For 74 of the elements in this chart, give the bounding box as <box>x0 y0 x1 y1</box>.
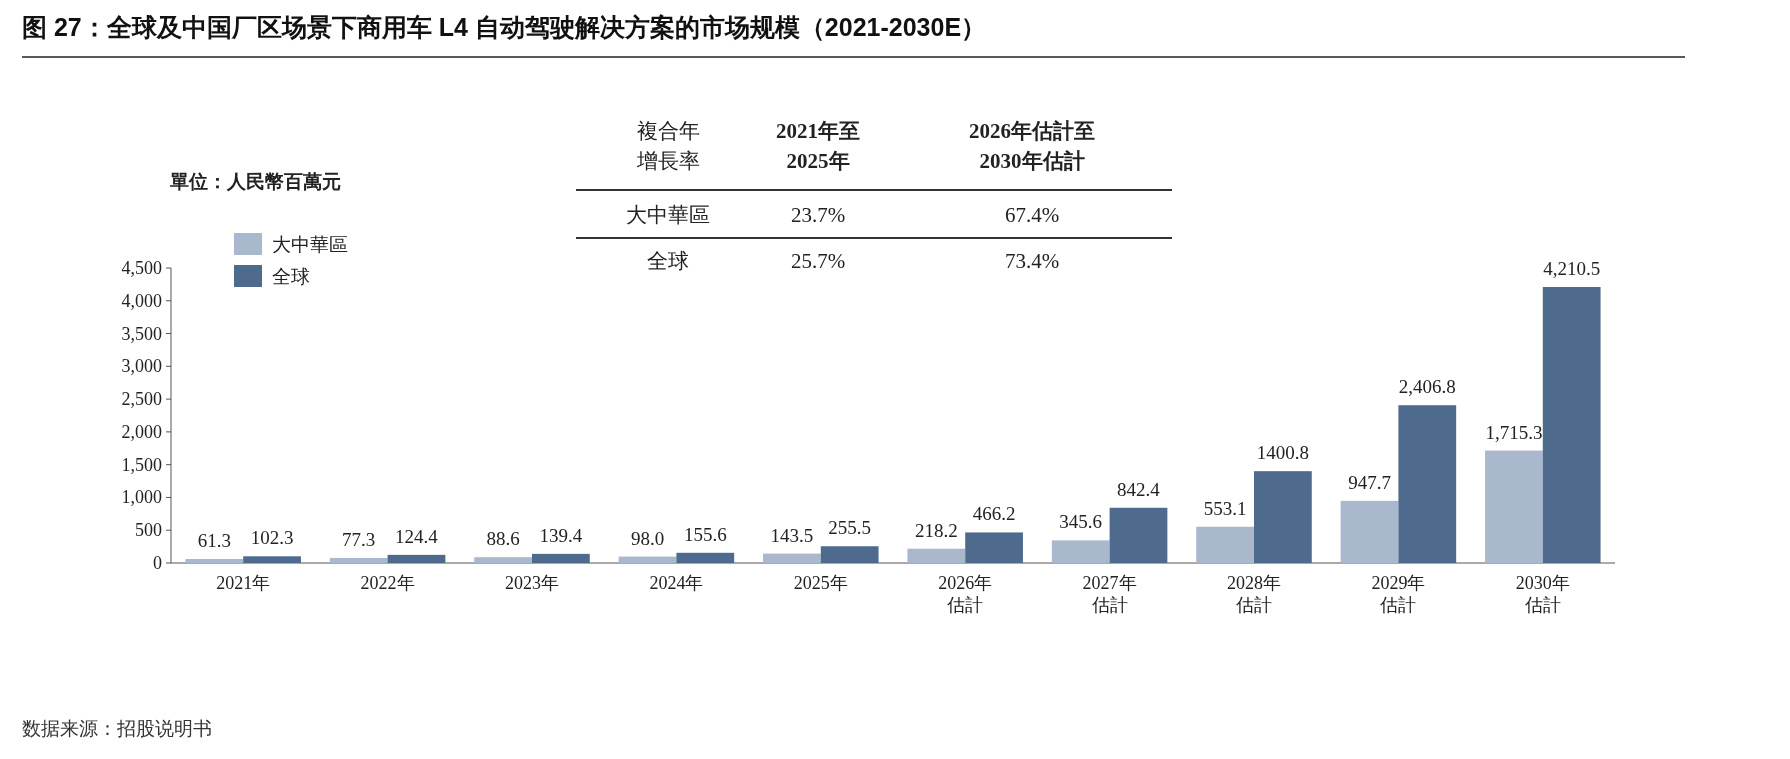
bar <box>763 553 821 563</box>
y-tick-label: 1,500 <box>121 454 162 475</box>
y-tick-label: 4,500 <box>121 258 162 278</box>
bar <box>676 552 735 563</box>
bar <box>618 556 677 563</box>
data-label: 842.4 <box>1117 478 1161 500</box>
y-tick-label: 3,500 <box>121 323 162 344</box>
category-label: 2021年至2025年 <box>776 119 860 173</box>
y-tick-label: 2,500 <box>121 389 162 410</box>
x-tick-label: 2027年估計 <box>1082 573 1137 615</box>
data-label: 1400.8 <box>1256 442 1310 464</box>
data-label: 218.2 <box>914 519 958 541</box>
y-tick-label: 3,000 <box>121 356 162 377</box>
x-tick-label: 2028年估計 <box>1227 573 1281 615</box>
bar <box>1398 405 1457 563</box>
x-tick-label: 2023年 <box>505 573 559 593</box>
text: 67.4% <box>1004 203 1060 227</box>
data-label: 2,406.8 <box>1398 376 1456 398</box>
y-tick-label: 2,000 <box>121 421 162 442</box>
bar <box>532 553 590 563</box>
text: 25.7% <box>790 249 846 273</box>
data-label: 61.3 <box>197 529 231 551</box>
legend-label: 大中華區 <box>272 234 348 255</box>
x-tick-label: 2022年 <box>360 573 415 593</box>
bar <box>1051 540 1110 563</box>
data-label: 143.5 <box>770 524 814 546</box>
data-label: 4,210.5 <box>1543 257 1601 279</box>
data-label: 98.0 <box>630 527 665 549</box>
category-label: 大中華區 <box>626 203 710 227</box>
bar <box>1542 286 1601 563</box>
data-label: 553.1 <box>1203 497 1247 519</box>
x-tick-label: 2030年估計 <box>1515 573 1570 615</box>
category-label: 2026年估計至2030年估計 <box>969 119 1095 173</box>
text: 複合年增長率 <box>635 119 700 173</box>
bar <box>1340 500 1399 563</box>
bar <box>1485 450 1543 563</box>
x-tick-label: 2024年 <box>649 573 704 593</box>
bar <box>1109 507 1168 563</box>
data-label: 139.4 <box>539 524 583 546</box>
legend-label: 全球 <box>272 266 310 287</box>
bar <box>185 558 244 563</box>
category-label: 全球 <box>647 249 689 273</box>
y-tick-label: 0 <box>153 553 162 573</box>
x-tick-label: 2025年 <box>793 573 848 593</box>
y-tick-label: 500 <box>135 520 162 541</box>
y-axis-title: 單位：人民幣百萬元 <box>169 171 341 192</box>
text: 23.7% <box>790 203 846 227</box>
data-label: 466.2 <box>972 503 1016 525</box>
y-tick-label: 1,000 <box>121 487 162 508</box>
data-label: 77.3 <box>342 528 376 550</box>
x-tick-label: 2026年估計 <box>938 573 993 615</box>
data-label: 255.5 <box>828 517 872 539</box>
data-label: 102.3 <box>250 527 294 549</box>
bar <box>243 556 301 563</box>
data-label: 155.6 <box>683 523 727 545</box>
bar <box>474 557 532 563</box>
y-tick-label: 4,000 <box>121 290 162 311</box>
bar <box>1254 471 1312 563</box>
data-label: 947.7 <box>1348 471 1391 493</box>
bar <box>820 546 879 563</box>
chart-title: 图 27：全球及中国厂区场景下商用车 L4 自动驾驶解决方案的市场规模（2021-2030E） <box>22 13 987 41</box>
bar <box>965 532 1023 563</box>
bar <box>907 548 966 563</box>
bar <box>387 554 446 563</box>
x-tick-label: 2021年 <box>216 573 271 593</box>
x-tick-label: 2029年估計 <box>1371 573 1426 615</box>
source-note: 数据来源：招股说明书 <box>22 718 212 739</box>
text: 73.4% <box>1004 249 1060 273</box>
data-label: 124.4 <box>395 525 439 547</box>
bar <box>329 557 388 563</box>
bar <box>1196 526 1254 563</box>
data-label: 88.6 <box>486 528 520 550</box>
data-label: 1,715.3 <box>1485 421 1543 443</box>
data-label: 345.6 <box>1059 511 1103 533</box>
